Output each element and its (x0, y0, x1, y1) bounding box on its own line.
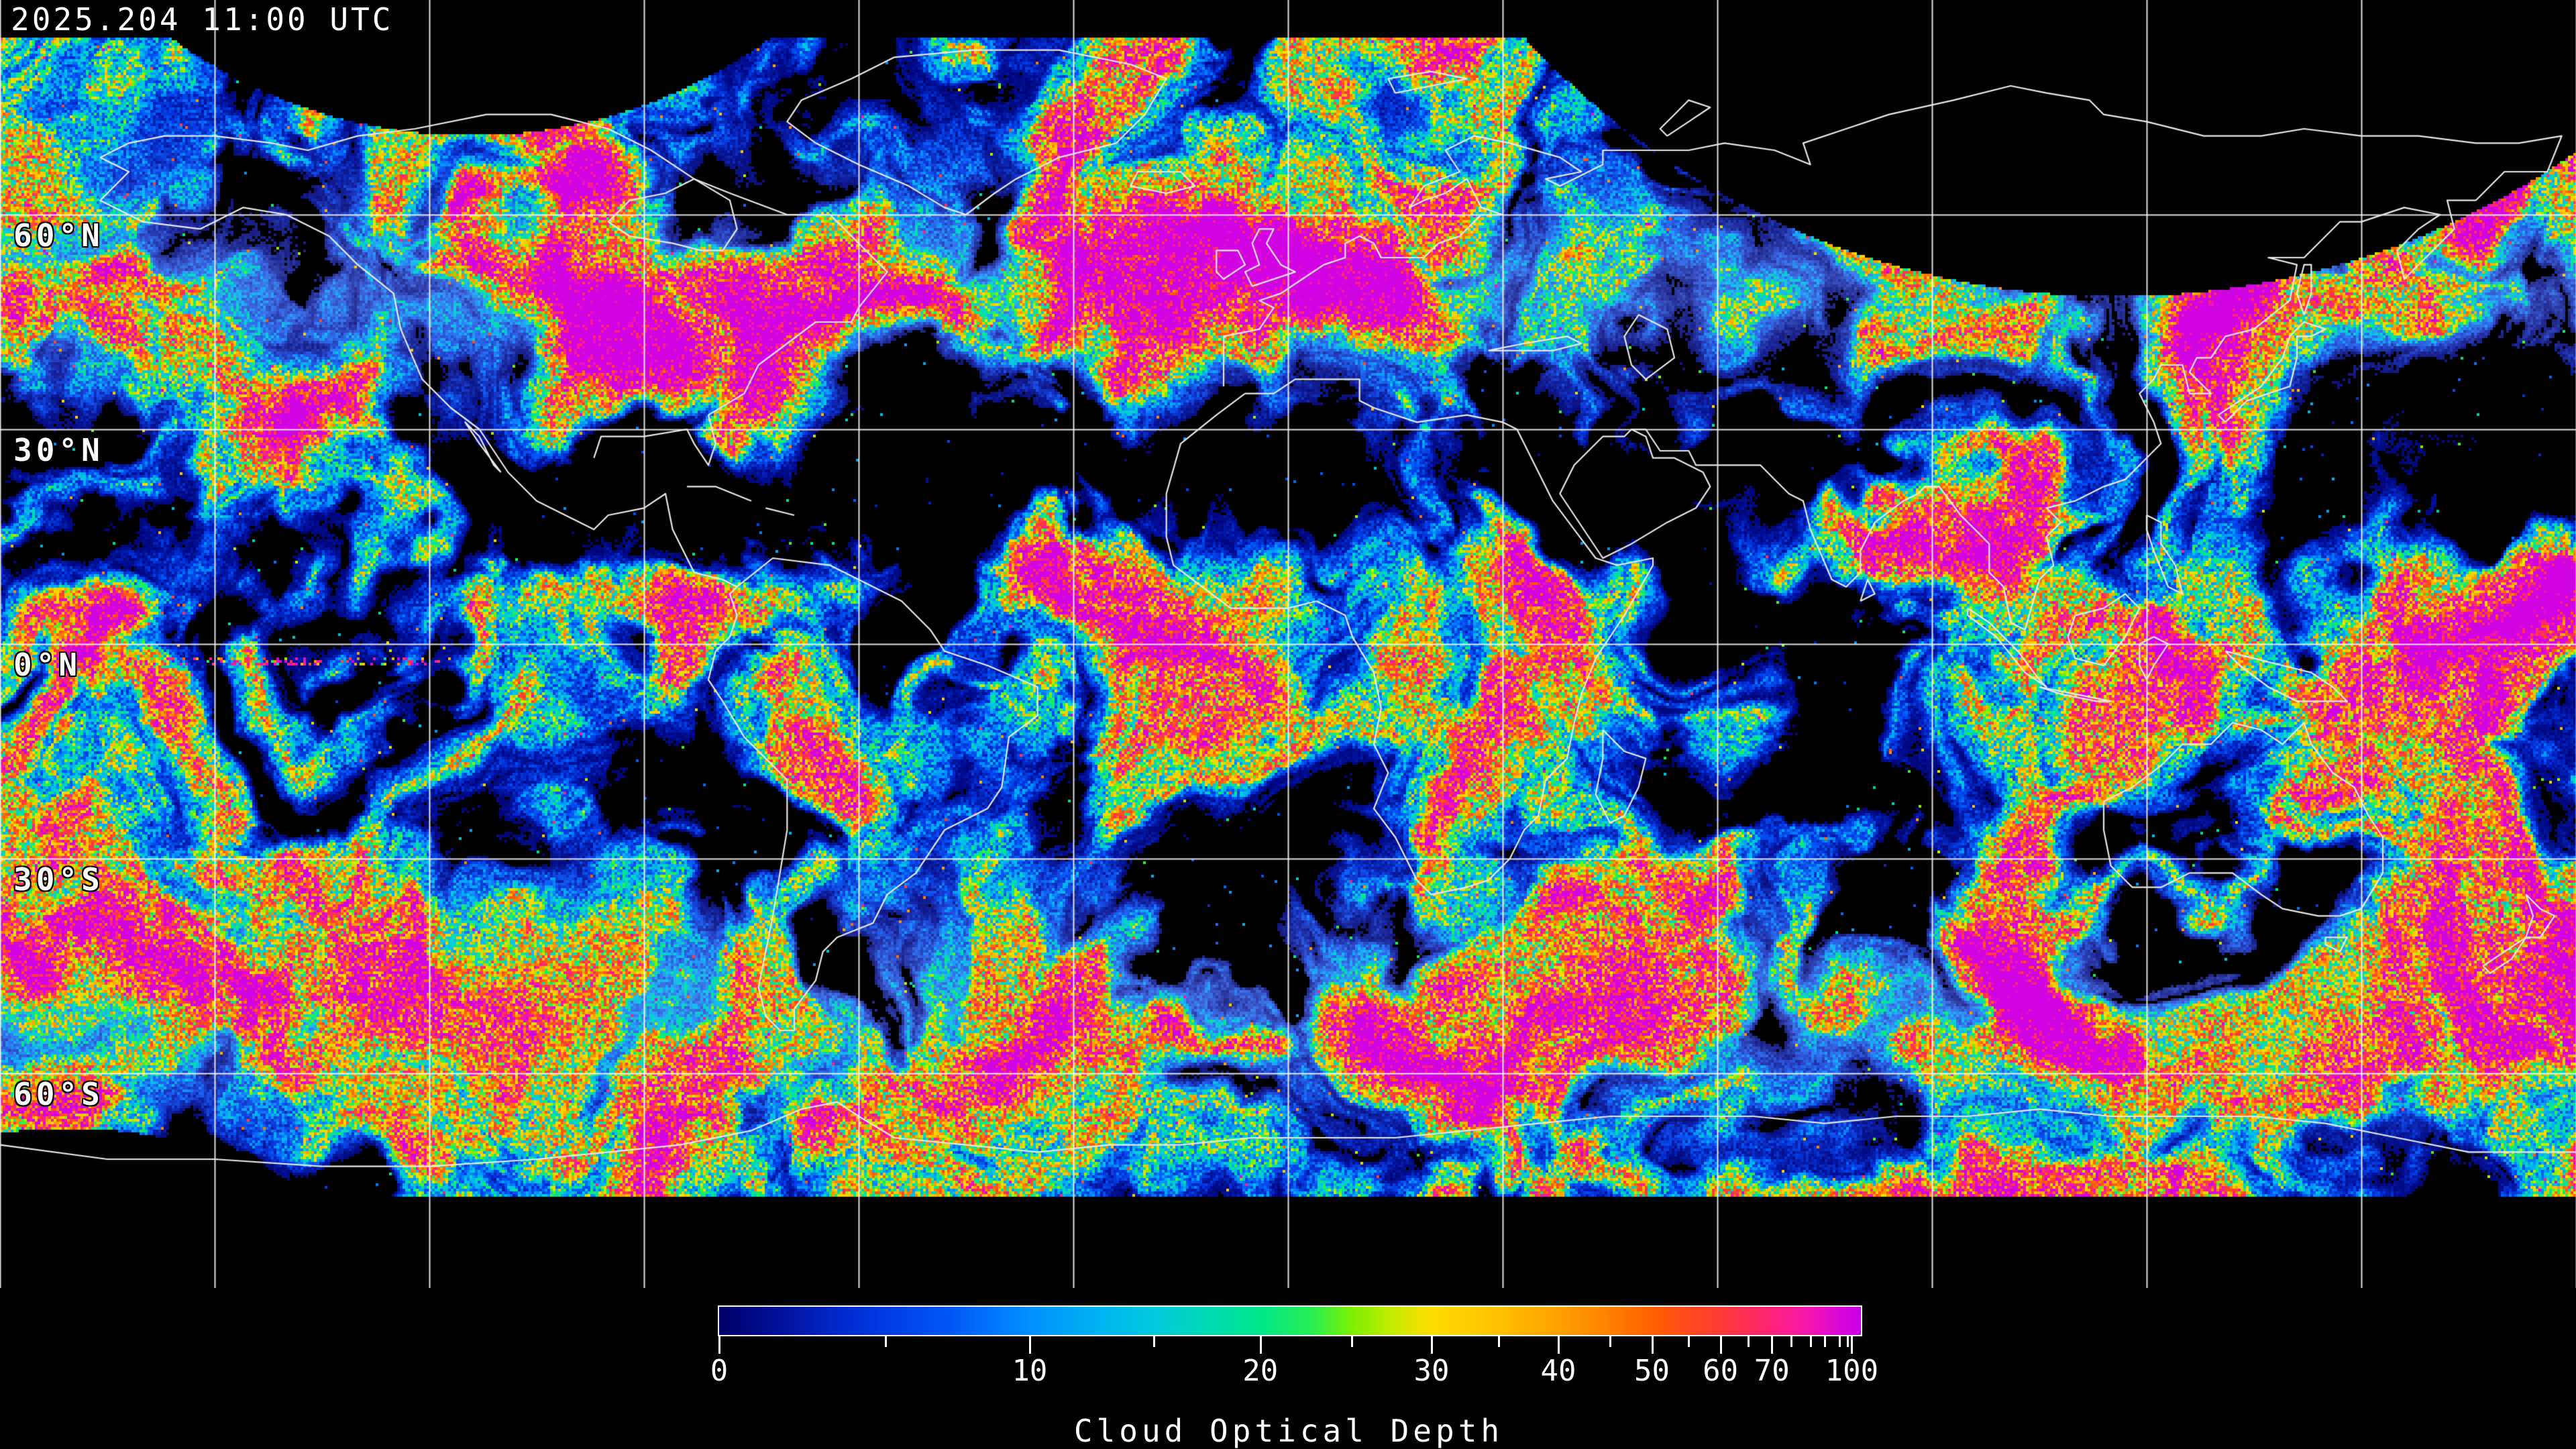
colorbar-tick (1790, 1336, 1793, 1347)
colorbar-tick (1810, 1336, 1813, 1347)
colorbar-tick-label: 50 (1634, 1354, 1670, 1388)
colorbar-tick (1259, 1336, 1262, 1354)
timestamp-label: 2025.204 11:00 UTC (11, 1, 394, 38)
colorbar-tick (1687, 1336, 1690, 1347)
colorbar-tick (1609, 1336, 1611, 1347)
latitude-label: 30°N (13, 432, 104, 468)
world-cloud-map-canvas (0, 0, 2576, 1288)
colorbar-tick (1350, 1336, 1353, 1347)
colorbar-tick-label: 100 (1825, 1354, 1879, 1388)
colorbar-tick (1028, 1336, 1031, 1354)
colorbar-tick (1153, 1336, 1156, 1347)
colorbar-tick (1431, 1336, 1434, 1354)
colorbar-tick (1823, 1336, 1826, 1347)
colorbar-tick (1498, 1336, 1501, 1347)
colorbar-tick (885, 1336, 888, 1347)
colorbar-tick (1771, 1336, 1774, 1354)
latitude-label: 60°S (13, 1076, 104, 1112)
colorbar-tick (1846, 1336, 1849, 1347)
colorbar-tick (1747, 1336, 1750, 1347)
colorbar-tick-label: 60 (1703, 1354, 1739, 1388)
colorbar-tick (1557, 1336, 1560, 1354)
colorbar-tick-label: 10 (1012, 1354, 1048, 1388)
colorbar-tick (1838, 1336, 1841, 1347)
colorbar-tick-label: 0 (710, 1354, 729, 1388)
colorbar-tick (1651, 1336, 1654, 1354)
colorbar-tick (1719, 1336, 1722, 1354)
colorbar-tick-label: 30 (1413, 1354, 1450, 1388)
colorbar-tick-label: 40 (1540, 1354, 1576, 1388)
colorbar-title: Cloud Optical Depth (1073, 1413, 1504, 1449)
colorbar-gradient-bar (718, 1305, 1862, 1336)
latitude-label: 30°S (13, 861, 104, 898)
colorbar-tick (1851, 1336, 1854, 1354)
colorbar-tick-label: 70 (1754, 1354, 1790, 1388)
latitude-label: 0°N (13, 647, 82, 683)
colorbar-tick-label: 20 (1242, 1354, 1279, 1388)
colorbar-tick (718, 1336, 720, 1354)
latitude-label: 60°N (13, 217, 104, 254)
